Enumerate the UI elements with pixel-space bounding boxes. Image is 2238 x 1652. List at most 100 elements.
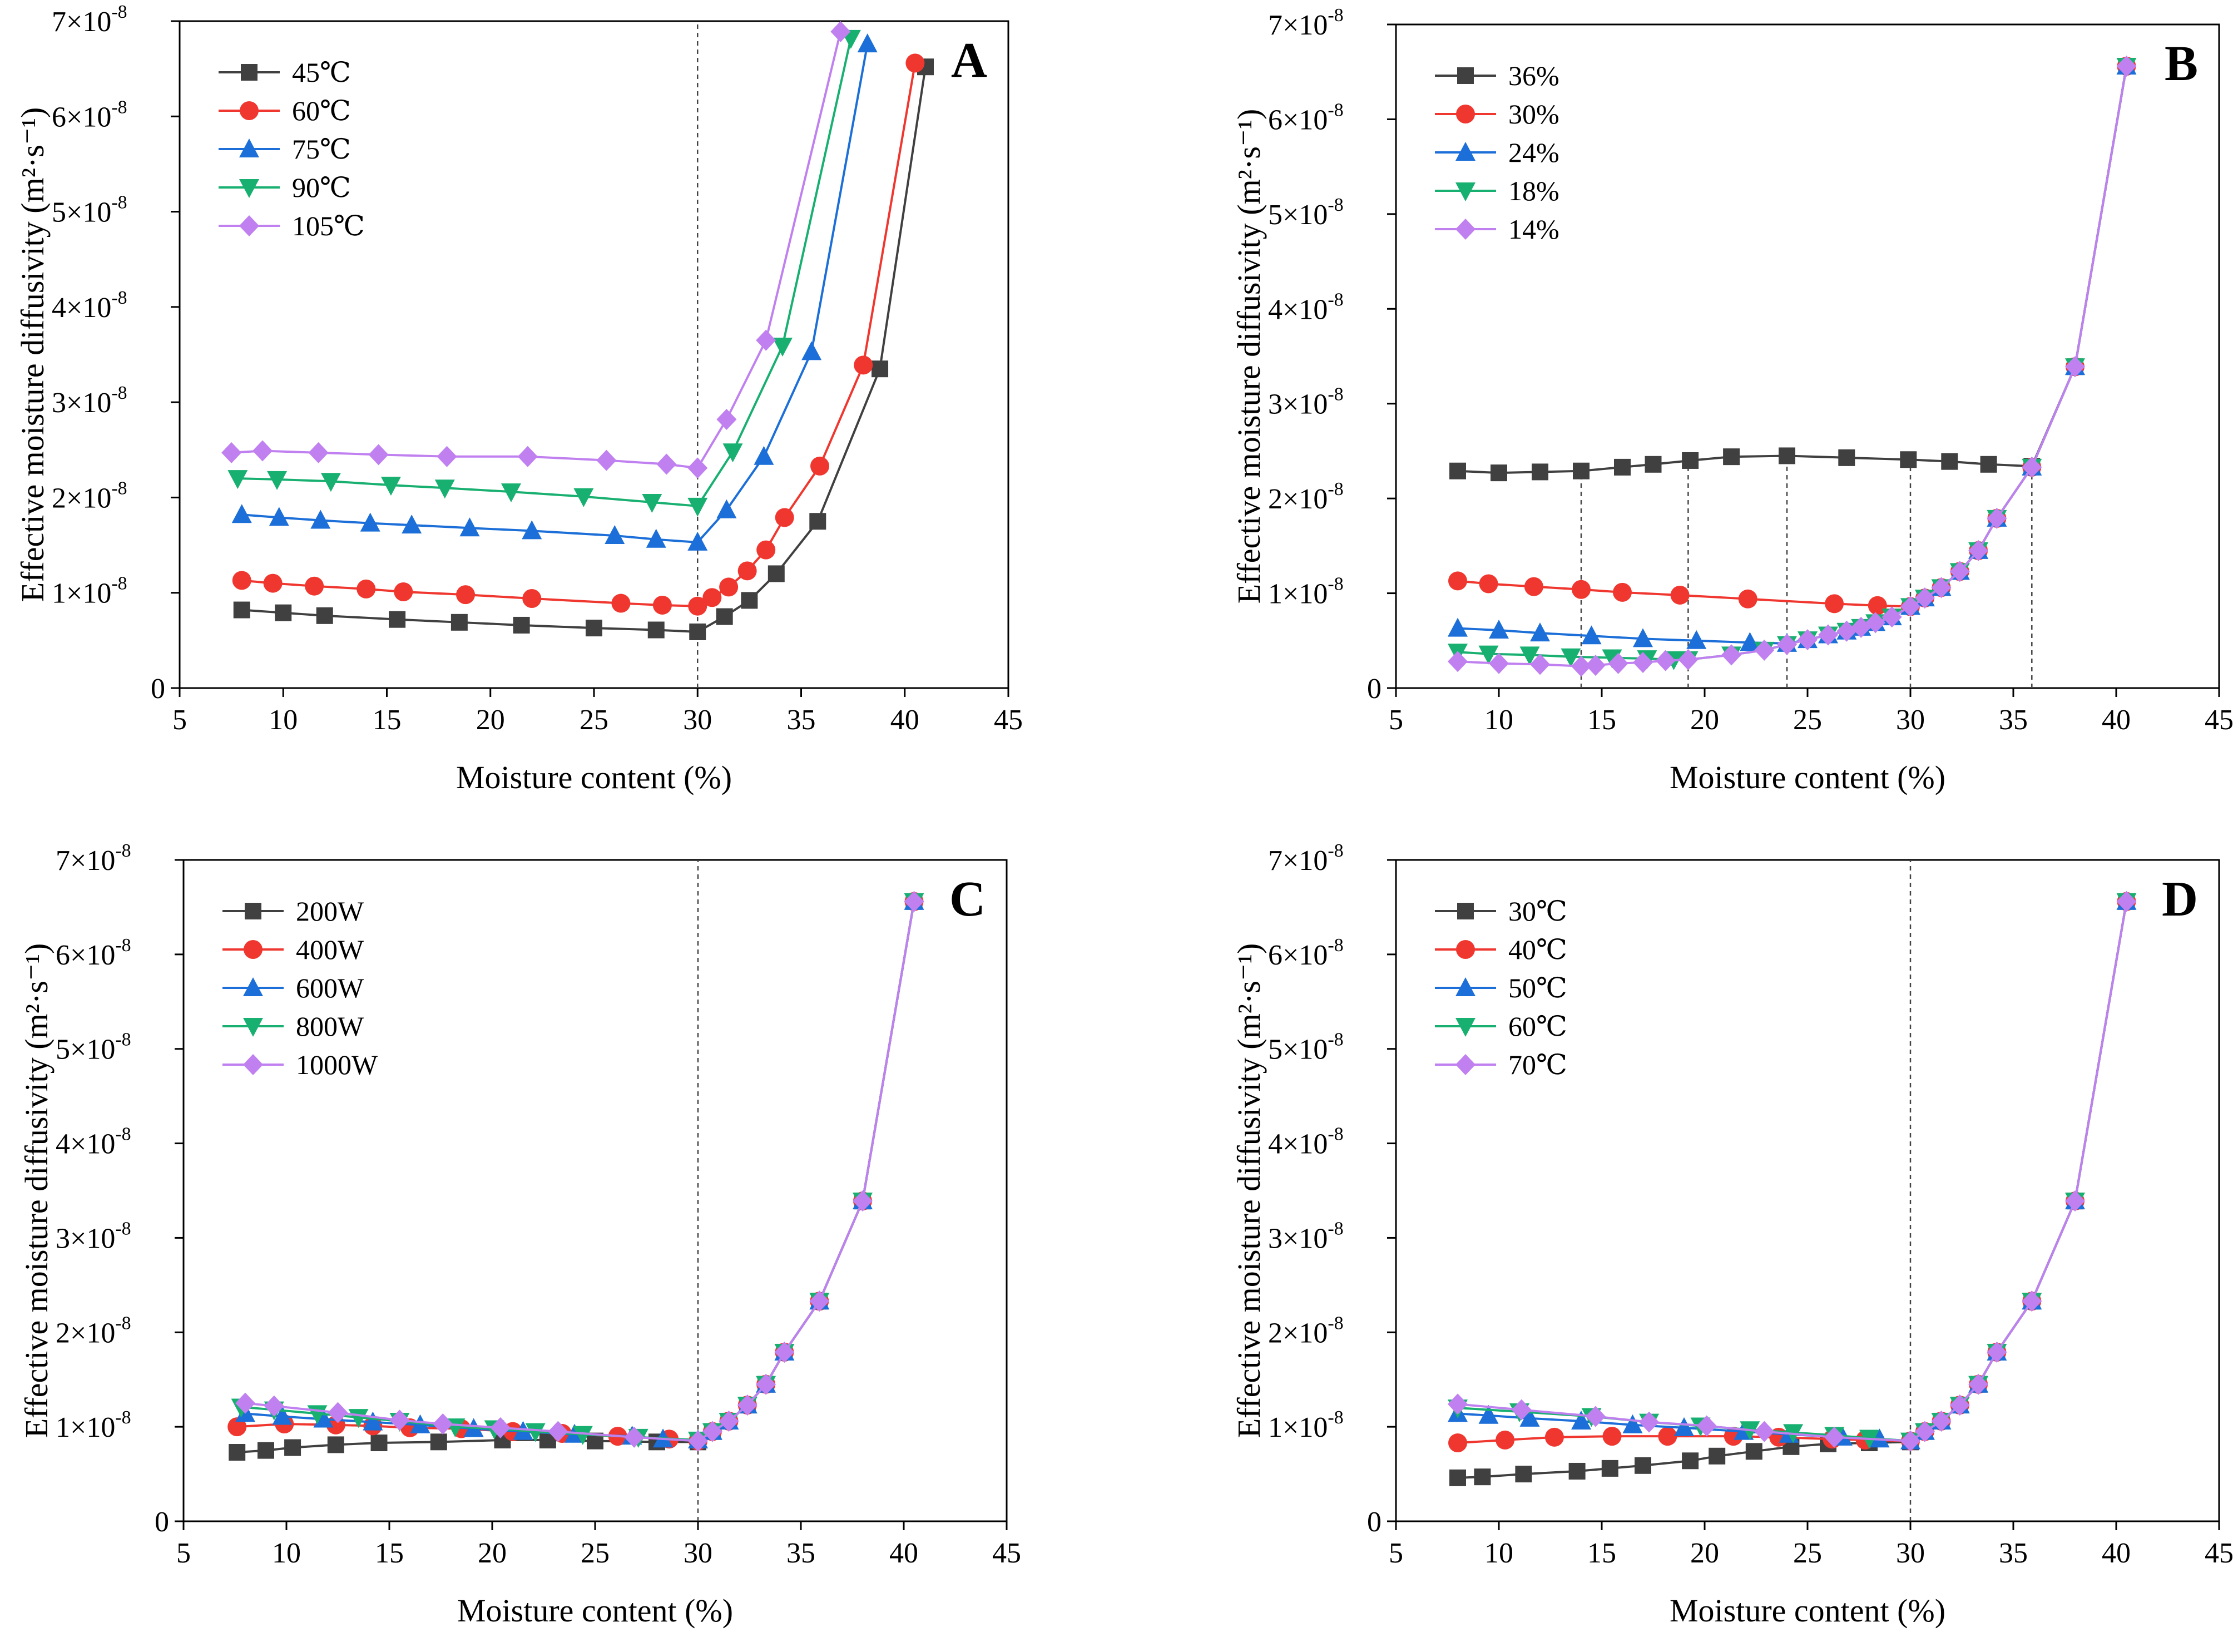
data-point (652, 595, 672, 615)
y-tick-label: 6×10-8 (52, 97, 127, 133)
data-point (1496, 1430, 1515, 1450)
data-point (688, 596, 707, 616)
y-tick-exponent: -8 (1328, 1313, 1343, 1333)
legend-label: 75℃ (292, 133, 351, 165)
y-tick-label: 3×10-8 (1268, 1218, 1344, 1254)
y-tick-label: 1×10-8 (56, 1407, 131, 1443)
data-point (221, 442, 242, 463)
y-tick-label: 1×10-8 (1268, 1407, 1344, 1443)
legend-label: 70℃ (1508, 1049, 1567, 1080)
data-point (656, 453, 677, 475)
data-point (1544, 1427, 1564, 1447)
data-point (1721, 644, 1742, 666)
data-point (320, 473, 341, 492)
x-tick-label: 35 (787, 704, 816, 736)
legend-marker (243, 1018, 263, 1037)
x-axis-title: Moisture content (%) (1670, 1592, 1945, 1629)
y-tick-exponent: -8 (1328, 289, 1343, 310)
panel-a: 5 10 15 20 25 30 35 40 4501×10-82×10-83×10-84×10… (14, 2, 1023, 795)
data-point (272, 1406, 293, 1425)
x-tick-label: 40 (889, 1537, 918, 1569)
y-tick-exponent: -8 (1328, 1124, 1343, 1145)
x-tick-label: 20 (478, 1537, 507, 1569)
x-tick-label: 45 (2205, 1537, 2234, 1569)
data-point (1754, 639, 1775, 661)
legend: 45℃ 60℃ 75℃ 90℃ 105℃ (219, 57, 365, 241)
data-point (857, 33, 878, 53)
legend-label: 24% (1508, 137, 1559, 168)
y-tick-label: 5×10-8 (1268, 195, 1344, 231)
data-point (1568, 1462, 1586, 1480)
y-tick-exponent: -8 (1328, 384, 1343, 405)
legend-label: 14% (1508, 214, 1559, 245)
data-point (716, 608, 733, 625)
y-tick-mantissa: 6×10 (1268, 104, 1328, 136)
data-point (596, 449, 617, 471)
data-point (305, 576, 324, 596)
x-tick-label: 30 (684, 1537, 712, 1569)
y-tick-label: 4×10-8 (1268, 1124, 1344, 1160)
x-tick-label: 45 (992, 1537, 1021, 1569)
data-point (2065, 1190, 2085, 1212)
data-point (716, 408, 737, 430)
data-point (1754, 1421, 1775, 1442)
y-tick-mantissa: 7×10 (56, 845, 115, 877)
x-tick-label: 40 (890, 704, 919, 736)
data-point (1633, 651, 1653, 673)
data-point (1608, 652, 1628, 674)
data-point (647, 621, 665, 639)
data-point (737, 1394, 757, 1416)
y-tick-exponent: -8 (111, 383, 127, 403)
y-tick-mantissa: 1×10 (1268, 1412, 1328, 1443)
series-0 (233, 58, 934, 640)
data-point (716, 499, 737, 518)
data-point (258, 1442, 274, 1459)
data-point (1798, 629, 1818, 651)
legend-label: 40℃ (1508, 934, 1567, 965)
data-point (430, 1433, 447, 1451)
data-point (1682, 1452, 1699, 1470)
data-point (1824, 1426, 1845, 1448)
data-point (1449, 462, 1466, 479)
y-tick-exponent: -8 (1328, 100, 1343, 120)
y-tick-mantissa: 3×10 (1268, 1223, 1328, 1254)
series-2 (231, 33, 878, 551)
data-point (357, 579, 376, 599)
data-point (389, 611, 406, 628)
x-tick-label: 5 (176, 1537, 191, 1569)
data-point (1670, 585, 1690, 605)
x-tick-label: 25 (1793, 704, 1822, 736)
data-point (1448, 1393, 1468, 1415)
data-point (756, 540, 776, 560)
y-tick-mantissa: 1×10 (56, 1412, 115, 1443)
data-point (572, 1426, 593, 1445)
legend-label: 800W (296, 1011, 364, 1042)
data-point (434, 479, 455, 499)
panel-d: 5 10 15 20 25 30 35 40 4501×10-82×10-83×10-84×10… (1231, 840, 2234, 1629)
y-tick-label: 2×10-8 (1268, 479, 1344, 515)
data-point (227, 470, 248, 489)
y-tick-mantissa: 5×10 (1268, 199, 1328, 231)
y-tick-exponent: -8 (111, 97, 127, 117)
x-tick-label: 35 (1999, 704, 2028, 736)
y-tick-exponent: -8 (115, 840, 131, 861)
y-tick-exponent: -8 (115, 1124, 131, 1145)
data-point (687, 497, 708, 517)
legend-label: 45℃ (292, 57, 351, 88)
data-point (1448, 1433, 1467, 1453)
data-point (1585, 655, 1606, 676)
y-tick-label: 0 (151, 673, 165, 705)
y-tick-mantissa: 2×10 (1268, 1317, 1328, 1349)
data-point (772, 338, 793, 357)
y-tick-mantissa: 3×10 (52, 387, 111, 419)
data-point (854, 355, 873, 375)
data-point (756, 329, 776, 351)
data-point (513, 616, 530, 634)
data-point (1968, 1373, 1989, 1395)
y-tick-exponent: -8 (1328, 1218, 1343, 1239)
x-tick-label: 40 (2102, 704, 2131, 736)
data-point (548, 1421, 568, 1442)
data-point (310, 510, 331, 529)
data-point (360, 512, 380, 532)
data-point (2065, 356, 2085, 378)
